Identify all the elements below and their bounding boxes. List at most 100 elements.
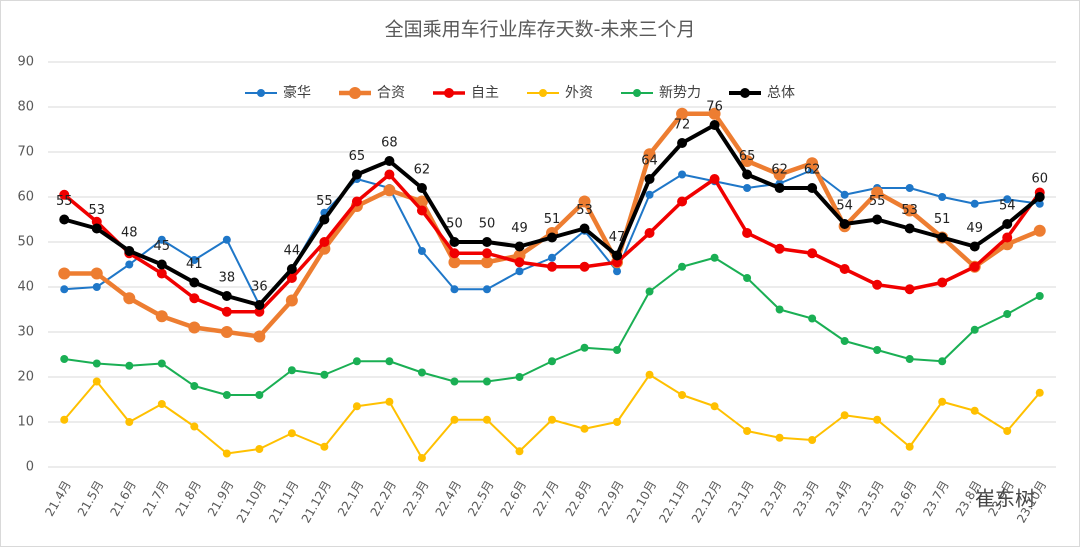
point <box>287 366 296 375</box>
point <box>480 256 493 269</box>
point <box>937 277 948 288</box>
point <box>969 261 980 272</box>
point <box>1003 427 1012 435</box>
point <box>190 256 199 264</box>
y-tick-label: 0 <box>26 460 34 475</box>
point <box>775 305 784 314</box>
point <box>449 237 460 247</box>
point <box>905 355 914 363</box>
data-label: 62 <box>414 163 431 178</box>
point <box>903 204 916 217</box>
point <box>743 427 752 435</box>
point <box>1033 224 1046 237</box>
point <box>677 196 688 207</box>
point <box>384 169 395 180</box>
point <box>840 411 849 420</box>
point <box>60 415 69 424</box>
point <box>156 268 167 279</box>
point <box>417 368 426 377</box>
data-label: 53 <box>89 203 106 218</box>
data-label: 48 <box>121 226 138 241</box>
data-label: 76 <box>706 100 723 115</box>
data-label: 38 <box>219 271 236 286</box>
point <box>742 169 753 180</box>
data-label: 55 <box>316 194 333 209</box>
point <box>579 261 590 272</box>
point <box>1034 192 1045 202</box>
point <box>938 357 947 366</box>
point <box>807 183 818 193</box>
point <box>873 346 882 354</box>
point <box>255 391 264 399</box>
data-label: 65 <box>739 149 756 164</box>
point <box>415 195 428 208</box>
point <box>285 294 298 307</box>
point <box>808 314 817 323</box>
point <box>1035 388 1044 397</box>
point <box>1002 219 1013 229</box>
point <box>157 400 166 408</box>
point <box>221 291 232 301</box>
point <box>580 343 589 352</box>
data-label: 45 <box>154 239 171 254</box>
point <box>644 228 655 238</box>
point <box>481 248 492 259</box>
point <box>254 300 265 310</box>
point <box>449 248 460 259</box>
data-label: 64 <box>641 154 658 169</box>
point <box>807 248 818 259</box>
point <box>190 422 199 431</box>
legend-marker <box>444 88 454 98</box>
point <box>90 267 103 280</box>
point <box>709 120 720 130</box>
point <box>125 260 134 269</box>
data-label: 51 <box>934 212 951 227</box>
point <box>872 214 883 225</box>
point <box>450 415 459 424</box>
point <box>189 293 200 304</box>
data-label: 65 <box>349 149 366 164</box>
point <box>969 241 980 252</box>
legend-marker <box>740 88 750 98</box>
point <box>416 205 427 216</box>
point <box>839 264 850 274</box>
point <box>547 232 557 243</box>
point <box>904 284 915 295</box>
point <box>840 190 849 199</box>
point <box>905 184 914 192</box>
data-label: 41 <box>186 257 203 272</box>
point <box>938 397 947 406</box>
point <box>1003 310 1012 318</box>
point <box>580 424 589 433</box>
point <box>970 406 979 415</box>
point <box>286 273 297 283</box>
point <box>873 415 882 424</box>
point <box>514 241 525 252</box>
point <box>92 283 101 291</box>
point <box>124 246 135 256</box>
point <box>774 183 785 193</box>
point <box>840 337 849 345</box>
legend-label: 自主 <box>471 85 499 101</box>
point <box>743 184 752 192</box>
point <box>645 287 654 296</box>
point <box>904 223 915 234</box>
point <box>383 184 396 197</box>
data-label: 50 <box>446 217 463 232</box>
point <box>1035 199 1044 208</box>
point <box>125 418 134 426</box>
point <box>188 321 201 334</box>
data-label: 55 <box>56 194 73 209</box>
data-label: 51 <box>544 212 561 227</box>
point <box>319 214 330 225</box>
point <box>773 168 786 181</box>
point <box>775 433 784 442</box>
point <box>157 359 166 368</box>
y-tick-label: 20 <box>17 370 34 385</box>
point <box>872 279 883 290</box>
point <box>255 445 264 453</box>
point <box>123 292 136 305</box>
point <box>352 402 361 411</box>
point <box>678 262 687 271</box>
point <box>385 357 394 366</box>
